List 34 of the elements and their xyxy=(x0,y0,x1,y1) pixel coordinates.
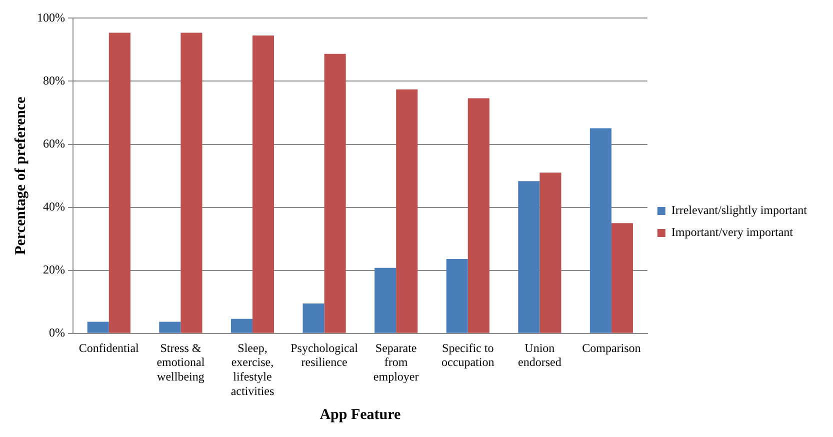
bar xyxy=(374,268,396,333)
bar xyxy=(87,322,109,333)
y-tick-label: 40% xyxy=(42,199,65,214)
bar xyxy=(611,223,634,333)
x-tick-label: Confidential xyxy=(78,340,140,355)
bar xyxy=(540,172,562,333)
bar xyxy=(180,32,202,333)
x-tick-label: Specific to occupation xyxy=(442,340,494,370)
bar xyxy=(446,259,468,333)
bar xyxy=(252,36,274,333)
y-axis-title: Percentage of preference xyxy=(12,96,29,255)
bar xyxy=(108,32,130,333)
x-tick-label: Psychological resilience xyxy=(290,340,359,370)
x-tick-label: Separate from employer xyxy=(373,340,419,384)
x-axis-title: App Feature xyxy=(320,406,401,423)
bar xyxy=(396,89,418,333)
legend-label: Irrelevant/slightly important xyxy=(671,203,808,218)
y-tick-label: 0% xyxy=(48,326,65,340)
x-tick-label: Sleep, exercise, lifestyle activities xyxy=(230,340,274,398)
y-tick-label: 60% xyxy=(42,136,65,150)
y-tick-label: 100% xyxy=(36,10,65,24)
bar xyxy=(302,303,324,333)
y-tick-label: 80% xyxy=(42,73,65,88)
y-tick-label: 20% xyxy=(42,262,65,277)
bar xyxy=(159,322,181,333)
bar xyxy=(518,181,540,333)
x-tick-label: Comparison xyxy=(582,340,641,355)
bar xyxy=(590,128,612,333)
legend-label: Important/very important xyxy=(671,225,794,240)
x-tick-label: Union endorsed xyxy=(518,340,562,370)
bar xyxy=(230,318,252,333)
bar xyxy=(324,54,346,333)
bar xyxy=(468,98,490,333)
x-tick-label: Stress & emotional wellbeing xyxy=(156,340,206,384)
